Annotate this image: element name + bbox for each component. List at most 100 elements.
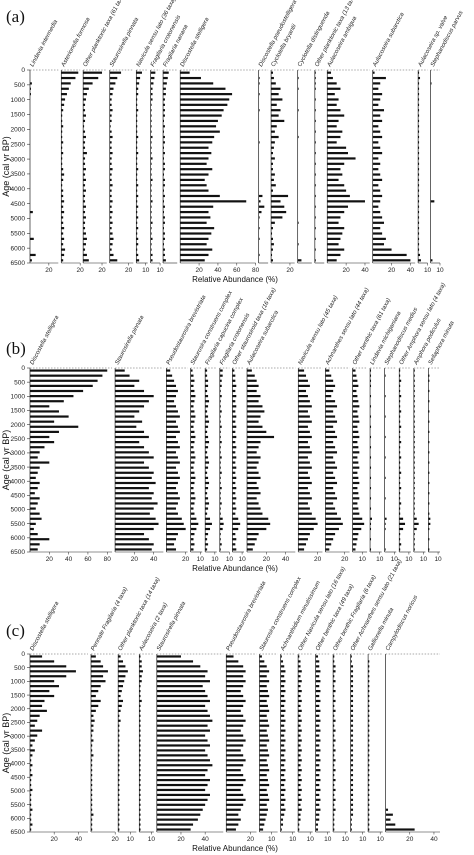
abundance-bar: [115, 517, 156, 520]
abundance-bar: [418, 253, 421, 257]
abundance-bar: [327, 178, 339, 182]
abundance-bar: [271, 87, 281, 90]
abundance-bar: [368, 704, 370, 708]
abundance-bar: [115, 425, 137, 428]
abundance-bar: [399, 435, 401, 439]
abundance-bar: [368, 759, 370, 762]
abundance-bar: [298, 527, 314, 531]
abundance-bar: [163, 71, 169, 74]
abundance-bar: [226, 680, 246, 683]
abundance-bar: [30, 764, 33, 767]
abundance-bar: [156, 665, 201, 668]
abundance-bar: [150, 93, 153, 96]
abundance-bar: [247, 548, 253, 551]
abundance-bar: [118, 680, 125, 683]
abundance-bar: [115, 384, 135, 387]
abundance-bar: [139, 709, 141, 712]
abundance-bar: [190, 543, 195, 546]
abundance-bar: [115, 446, 145, 449]
abundance-bar: [156, 709, 208, 712]
abundance-bar: [219, 400, 221, 403]
abundance-bar: [219, 548, 221, 551]
y-tick-label: 3000: [11, 156, 26, 163]
abundance-bar: [226, 665, 244, 668]
abundance-bar: [399, 395, 402, 398]
x-tick-label: 60: [233, 267, 241, 274]
abundance-bar: [118, 778, 120, 782]
abundance-bar: [258, 227, 260, 230]
abundance-bar: [350, 689, 354, 693]
abundance-bar: [136, 151, 139, 155]
abundance-bar: [352, 533, 359, 536]
y-axis-label: Age (cal yr BP): [1, 713, 11, 774]
abundance-bar: [156, 828, 191, 831]
abundance-bar: [298, 425, 308, 428]
abundance-bar: [232, 374, 236, 377]
abundance-bar: [30, 818, 32, 821]
abundance-bar: [315, 774, 320, 777]
abundance-bar: [399, 481, 401, 485]
abundance-bar: [298, 675, 301, 678]
abundance-bar: [280, 798, 286, 801]
abundance-bar: [352, 389, 357, 393]
abundance-bar: [83, 216, 86, 219]
abundance-bar: [298, 369, 305, 372]
abundance-bar: [166, 451, 177, 454]
abundance-bar: [280, 769, 286, 772]
abundance-bar: [280, 808, 286, 811]
abundance-bar: [370, 384, 372, 387]
abundance-bar: [180, 210, 209, 214]
abundance-bar: [219, 487, 222, 490]
abundance-bar: [333, 818, 335, 821]
abundance-bar: [30, 783, 32, 787]
abundance-bar: [368, 769, 370, 772]
abundance-bar: [156, 759, 210, 762]
abundance-bar: [413, 543, 415, 546]
x-tick-label: 20: [131, 556, 139, 563]
abundance-bar: [271, 130, 275, 133]
abundance-bar: [30, 538, 50, 541]
abundance-bar: [384, 497, 386, 500]
abundance-bar: [156, 783, 208, 787]
abundance-bar: [150, 130, 152, 133]
abundance-bar: [61, 184, 63, 187]
abundance-bar: [428, 471, 430, 474]
abundance-bar: [372, 248, 392, 251]
abundance-bar: [115, 441, 140, 444]
abundance-bar: [232, 405, 237, 408]
abundance-bar: [315, 813, 320, 816]
abundance-bar: [109, 205, 112, 208]
abundance-bar: [315, 704, 320, 708]
abundance-bar: [298, 522, 318, 525]
abundance-bar: [190, 512, 195, 515]
abundance-bar: [136, 93, 139, 96]
abundance-bar: [190, 420, 195, 423]
abundance-bar: [399, 492, 401, 495]
abundance-bar: [180, 243, 207, 246]
abundance-bar: [333, 709, 336, 712]
abundance-bar: [418, 109, 420, 112]
abundance-bar: [136, 135, 139, 139]
abundance-bar: [30, 415, 69, 418]
abundance-bar: [232, 384, 237, 387]
abundance-bar: [139, 724, 141, 727]
x-tick-label: 10: [420, 556, 428, 563]
abundance-bar: [315, 714, 320, 717]
abundance-bar: [327, 71, 332, 74]
abundance-bar: [83, 227, 86, 230]
abundance-bar: [219, 481, 221, 485]
abundance-bar: [413, 492, 415, 495]
abundance-bar: [333, 670, 336, 673]
abundance-bar: [428, 420, 430, 423]
abundance-bar: [352, 476, 359, 479]
abundance-bar: [413, 481, 415, 485]
abundance-bar: [418, 189, 420, 192]
abundance-bar: [368, 788, 370, 792]
abundance-bar: [370, 456, 372, 459]
abundance-bar: [430, 200, 435, 203]
abundance-bar: [232, 476, 237, 479]
abundance-bar: [91, 783, 93, 787]
abundance-bar: [30, 259, 32, 262]
abundance-bar: [139, 680, 142, 683]
abundance-bar: [368, 670, 370, 673]
